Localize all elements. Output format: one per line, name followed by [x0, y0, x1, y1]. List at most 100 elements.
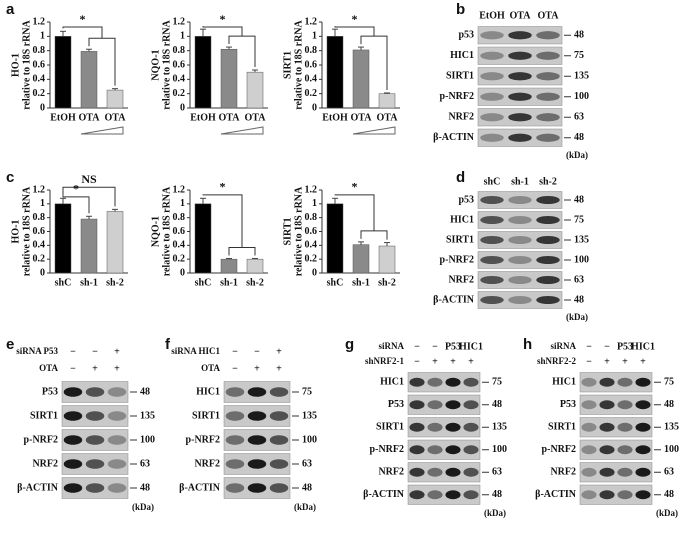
blot-strip [477, 271, 563, 289]
row-label: p53 [458, 194, 474, 205]
bar [194, 203, 212, 274]
blot-band [225, 435, 245, 445]
row-label: SIRT1 [446, 234, 474, 245]
blot-band [599, 422, 615, 432]
y-tick-label: 0.4 [305, 74, 318, 85]
significance-bracket [360, 35, 388, 90]
blot-band [536, 51, 560, 60]
blot-band [63, 435, 83, 445]
y-tick-label: 0.4 [173, 240, 186, 251]
kda-label: 48 [574, 194, 584, 205]
kda-label: 75 [574, 214, 584, 225]
blot-band [581, 467, 597, 477]
blot-band [536, 236, 560, 244]
bar [54, 36, 72, 109]
y-axis-label: HO-1 [10, 220, 21, 244]
blot-band [463, 400, 479, 410]
blot-strip [579, 462, 653, 483]
blot-strip [407, 372, 481, 393]
lane-label: − [586, 341, 592, 352]
blot-band [617, 490, 633, 500]
y-tick-label: 0.2 [305, 253, 318, 264]
blot-band [463, 377, 479, 387]
blot-band [445, 467, 461, 477]
blot-strip [579, 417, 653, 438]
error-bar [358, 241, 364, 245]
y-tick-label: 1.2 [33, 16, 46, 27]
y-tick-label: 0 [180, 267, 185, 278]
bar [378, 93, 396, 109]
kda-label: 48 [302, 482, 312, 493]
bar [352, 244, 370, 274]
y-tick-label: 0.4 [33, 240, 46, 251]
row-label: p-NRF2 [440, 254, 474, 265]
significance-label: NS [81, 172, 97, 186]
y-tick-label: 0.2 [305, 88, 318, 99]
blot-band [85, 411, 105, 421]
row-label: HIC1 [450, 214, 474, 225]
blot-band [508, 236, 532, 244]
blot-band [480, 296, 504, 304]
x-tick-label: EtOH [190, 112, 216, 123]
blot-band [599, 445, 615, 455]
blot-band [225, 483, 245, 493]
lane-label: + [604, 356, 610, 367]
blot-strip [407, 484, 481, 505]
kda-unit: (kDa) [656, 508, 678, 518]
blot-strip [477, 291, 563, 309]
condition-label: siRNA P53 [16, 346, 58, 356]
blot-band [581, 422, 597, 432]
bar [246, 258, 264, 274]
x-tick-label: sh-2 [246, 277, 264, 288]
blot-strip [579, 394, 653, 415]
blot-strip [579, 372, 653, 393]
blot-band [225, 459, 245, 469]
lane-label: OTA [538, 10, 560, 21]
error-bar [384, 242, 390, 247]
blot-band [536, 133, 560, 142]
blot-band [225, 411, 245, 421]
blot-band [508, 216, 532, 224]
x-tick-label: sh-2 [106, 277, 124, 288]
blot-strip [477, 211, 563, 229]
kda-label: 100 [574, 254, 589, 265]
y-tick-label: 0.6 [33, 226, 46, 237]
significance-bracket [62, 186, 116, 207]
bar [194, 36, 212, 109]
bar [80, 51, 98, 109]
blot-band [480, 236, 504, 244]
blot-band [247, 459, 267, 469]
y-tick-label: 0.8 [33, 212, 46, 223]
kda-label: 100 [574, 91, 589, 102]
blot-band [635, 445, 651, 455]
y-tick-label: 0 [312, 102, 317, 113]
lane-label: HIC1 [459, 341, 483, 352]
y-tick-label: 0.2 [33, 253, 46, 264]
lane-label: − [70, 346, 76, 357]
blot-band [480, 92, 504, 101]
bar [106, 89, 124, 109]
blot-band [536, 196, 560, 204]
row-label: HIC1 [380, 377, 404, 388]
y-tick-label: 0.8 [33, 45, 46, 56]
y-tick-label: 1.2 [33, 184, 46, 195]
blot-band [508, 196, 532, 204]
lane-label: − [414, 341, 420, 352]
condition-label: OTA [39, 363, 58, 373]
blot-band [480, 256, 504, 264]
significance-bracket [202, 194, 243, 248]
row-label: HIC1 [196, 386, 220, 397]
error-bar [60, 197, 66, 204]
x-tick-label: sh-1 [80, 277, 98, 288]
lane-label: + [276, 363, 282, 374]
blot-band [269, 483, 289, 493]
kda-label: 48 [574, 294, 584, 305]
blot-band [427, 467, 443, 477]
blot-band [480, 51, 504, 60]
kda-label: 48 [664, 399, 674, 410]
row-label: P53 [388, 399, 404, 410]
y-axis-label: relative to 18S rRNA [161, 186, 172, 276]
blot-band [536, 256, 560, 264]
y-axis-label: relative to 18S rRNA [293, 19, 304, 109]
blot-band [599, 400, 615, 410]
